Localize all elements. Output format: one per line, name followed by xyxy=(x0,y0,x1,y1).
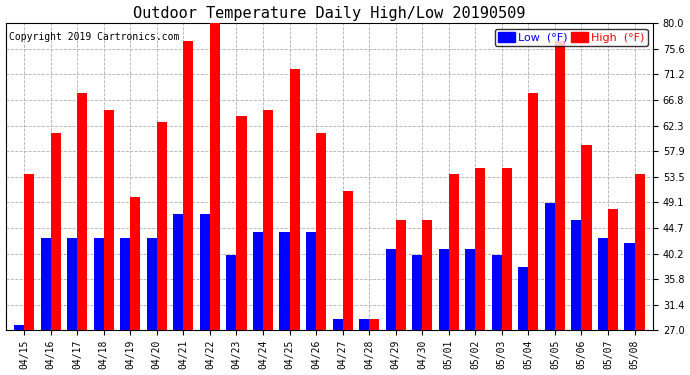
Bar xyxy=(465,249,475,375)
Bar xyxy=(157,122,167,375)
Bar xyxy=(184,40,193,375)
Bar xyxy=(210,23,220,375)
Bar xyxy=(545,203,555,375)
Bar xyxy=(502,168,512,375)
Bar xyxy=(77,93,88,375)
Bar xyxy=(343,191,353,375)
Bar xyxy=(529,93,538,375)
Bar xyxy=(253,232,263,375)
Bar xyxy=(598,238,608,375)
Bar xyxy=(50,133,61,375)
Bar xyxy=(492,255,502,375)
Bar xyxy=(279,232,290,375)
Bar xyxy=(518,267,529,375)
Bar xyxy=(386,249,395,375)
Bar xyxy=(635,174,644,375)
Bar xyxy=(290,69,299,375)
Bar xyxy=(14,324,24,375)
Bar xyxy=(608,209,618,375)
Title: Outdoor Temperature Daily High/Low 20190509: Outdoor Temperature Daily High/Low 20190… xyxy=(133,6,526,21)
Bar xyxy=(448,174,459,375)
Bar xyxy=(439,249,449,375)
Bar xyxy=(24,174,34,375)
Bar xyxy=(67,238,77,375)
Bar xyxy=(41,238,50,375)
Bar xyxy=(120,238,130,375)
Bar xyxy=(147,238,157,375)
Bar xyxy=(200,214,210,375)
Bar xyxy=(571,220,582,375)
Bar xyxy=(237,116,246,375)
Bar xyxy=(130,197,140,375)
Bar xyxy=(359,319,369,375)
Bar xyxy=(306,232,316,375)
Bar xyxy=(94,238,104,375)
Bar xyxy=(333,319,343,375)
Bar xyxy=(412,255,422,375)
Bar xyxy=(263,110,273,375)
Bar xyxy=(395,220,406,375)
Bar xyxy=(226,255,237,375)
Bar xyxy=(582,145,591,375)
Bar xyxy=(624,243,635,375)
Bar xyxy=(555,40,565,375)
Bar xyxy=(173,214,184,375)
Text: Copyright 2019 Cartronics.com: Copyright 2019 Cartronics.com xyxy=(9,32,179,42)
Bar xyxy=(369,319,380,375)
Bar xyxy=(422,220,433,375)
Bar xyxy=(104,110,114,375)
Legend: Low  (°F), High  (°F): Low (°F), High (°F) xyxy=(495,28,647,46)
Bar xyxy=(475,168,485,375)
Bar xyxy=(316,133,326,375)
